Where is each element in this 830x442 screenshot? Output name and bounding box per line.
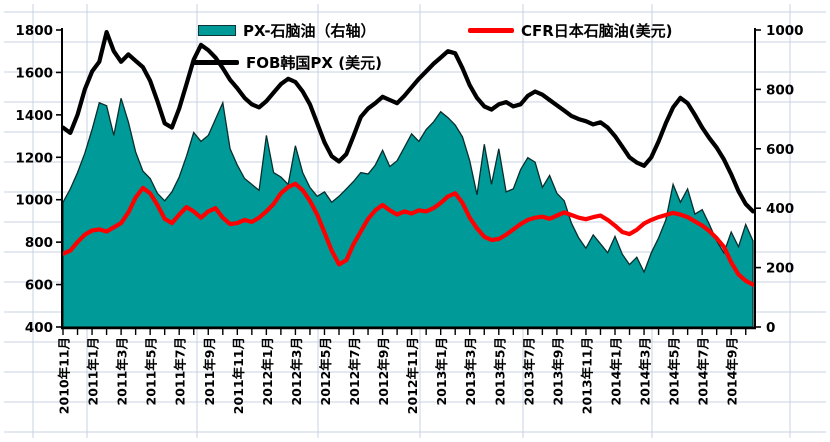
y-right-tick-label: 200 (766, 261, 794, 277)
legend-label-fob-px: FOB韩国PX (美元) (246, 54, 382, 72)
area-swatch-icon (198, 25, 236, 36)
series-line-cfr-japan-naphtha (60, 181, 756, 287)
x-tick-label: 2012年3月 (289, 337, 304, 406)
x-tick-label: 2014年3月 (638, 337, 653, 406)
y-right-tick-label: 800 (766, 82, 794, 98)
black-line-swatch-icon (193, 60, 239, 65)
x-tick-label: 2011年7月 (173, 337, 188, 406)
x-tick-label: 2010年11月 (57, 337, 72, 414)
y-left-tick-label: 600 (25, 278, 53, 294)
y-right-tick-label: 1000 (766, 23, 804, 39)
x-tick-label: 2012年5月 (318, 337, 333, 406)
red-line-swatch-icon (468, 28, 514, 33)
x-tick-label: 2013年3月 (463, 337, 478, 406)
y-left-tick-label: 1400 (15, 108, 53, 124)
x-tick-label: 2011年9月 (202, 337, 217, 406)
x-axis-labels: 2010年11月 2011年1月 2011年3月 2011年5月 2011年7月 2011… (57, 337, 740, 414)
x-tick-label: 2012年7月 (347, 337, 362, 406)
y-left-tick-label: 1600 (15, 65, 53, 81)
x-tick-label: 2011年1月 (86, 337, 101, 406)
x-tick-label: 2011年3月 (115, 337, 130, 406)
x-tick-label: 2012年1月 (260, 337, 275, 406)
y-axis-left-labels: 1800 1600 1400 1200 1000 800 600 400 (15, 23, 62, 336)
x-tick-label: 2013年1月 (434, 337, 449, 406)
x-axis-ticks (62, 329, 747, 335)
x-tick-label: 2012年11月 (405, 337, 420, 414)
y-left-tick-label: 400 (25, 320, 53, 336)
y-left-tick-label: 1000 (15, 193, 53, 209)
y-left-tick-label: 800 (25, 235, 53, 251)
legend-label-cfr-naphtha: CFR日本石脑油(美元) (521, 22, 673, 40)
y-left-tick-label: 1800 (15, 23, 53, 39)
x-tick-label: 2014年7月 (696, 337, 711, 406)
x-tick-label: 2014年5月 (667, 337, 682, 406)
x-tick-label: 2011年11月 (231, 337, 246, 414)
x-tick-label: 2013年9月 (550, 337, 565, 406)
y-right-tick-label: 600 (766, 142, 794, 158)
x-tick-label: 2014年1月 (609, 337, 624, 406)
x-tick-label: 2013年7月 (521, 337, 536, 406)
x-tick-label: 2011年5月 (144, 337, 159, 406)
y-axis-right-labels: 1000 800 600 400 200 0 (755, 23, 804, 336)
y-right-tick-label: 400 (766, 201, 794, 217)
series-line-fob-korea-px (60, 30, 756, 214)
y-left-tick-label: 1200 (15, 150, 53, 166)
legend-label-px-naphtha: PX-石脑油（右轴） (243, 22, 376, 40)
axes (61, 28, 756, 330)
legend-item-cfr-japan-naphtha: CFR日本石脑油(美元) (468, 20, 673, 41)
x-tick-label: 2013年11月 (579, 337, 594, 414)
x-tick-label: 2012年9月 (376, 337, 391, 406)
x-tick-label: 2014年9月 (725, 337, 740, 406)
legend-item-fob-korea-px: FOB韩国PX (美元) (193, 52, 382, 73)
y-right-tick-label: 0 (766, 320, 775, 336)
x-tick-label: 2013年5月 (492, 337, 507, 406)
legend-item-px-naphtha-area: PX-石脑油（右轴） (198, 20, 376, 41)
